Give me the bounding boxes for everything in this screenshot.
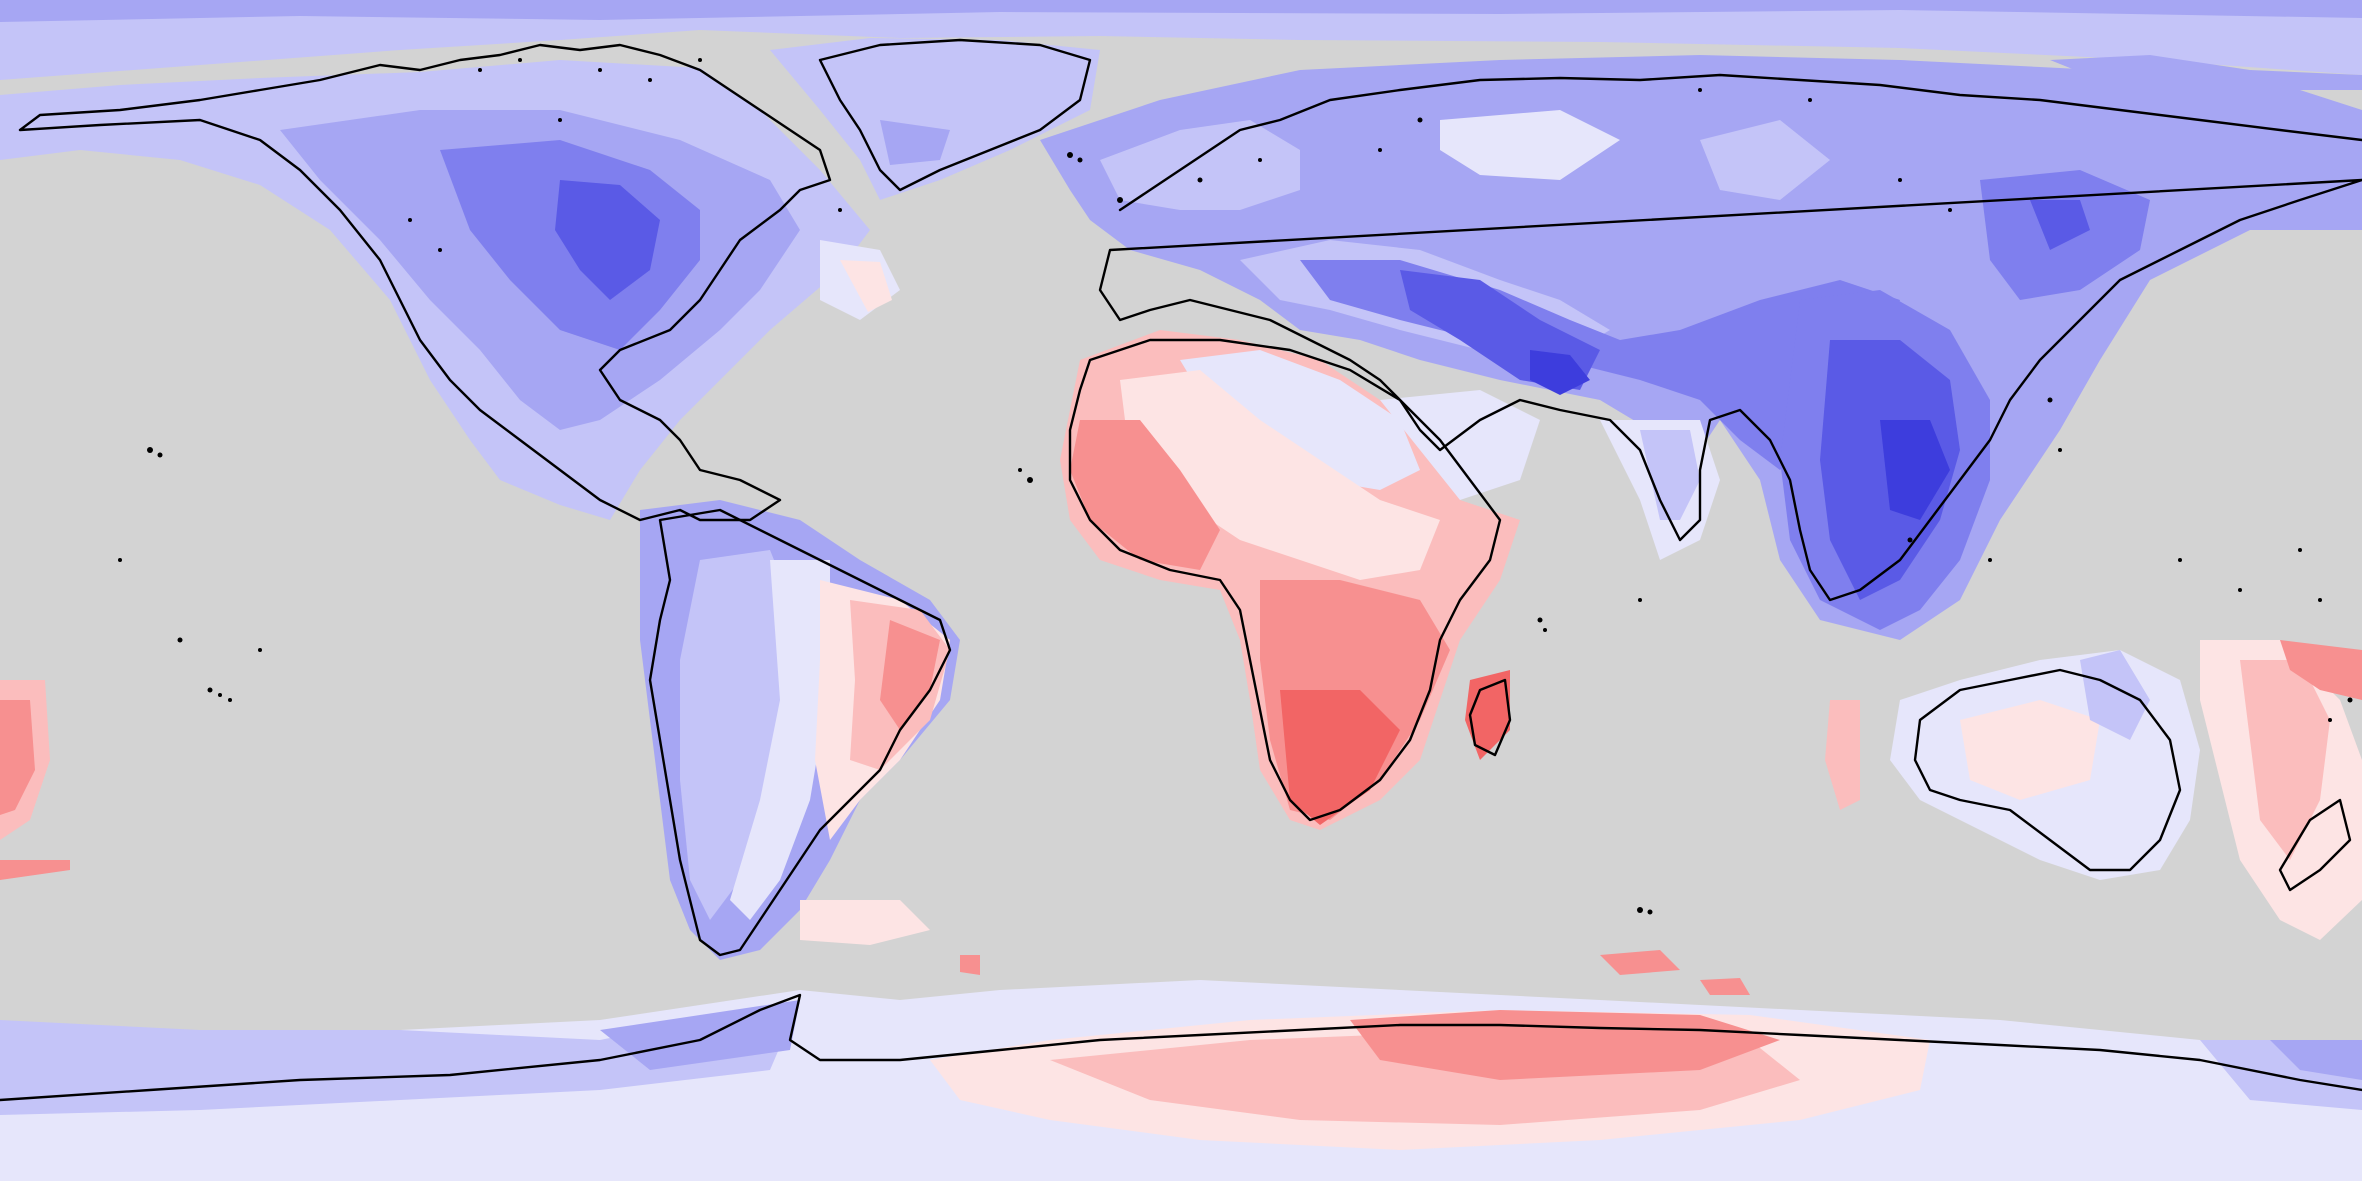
eurasia-shading	[1040, 55, 2362, 640]
coastline-north-america	[18, 43, 832, 522]
coastline-antarctica	[0, 993, 2362, 1102]
coastline-australia	[1913, 668, 2182, 872]
coastline-madagascar	[1468, 678, 1512, 757]
coastline-south-america	[648, 508, 952, 957]
islands	[118, 58, 2353, 915]
greenland-shading	[770, 38, 1100, 200]
coastline-greenland	[818, 38, 1092, 192]
coastline-new-zealand	[2278, 798, 2352, 892]
coastline-africa	[1068, 338, 1502, 822]
south-america-shading	[640, 500, 980, 975]
coastlines	[0, 38, 2362, 1102]
africa-shading	[1060, 330, 1520, 830]
north-america-shading	[0, 60, 900, 520]
australia-shading	[0, 640, 2362, 940]
coastline-eurasia	[1098, 73, 2362, 602]
